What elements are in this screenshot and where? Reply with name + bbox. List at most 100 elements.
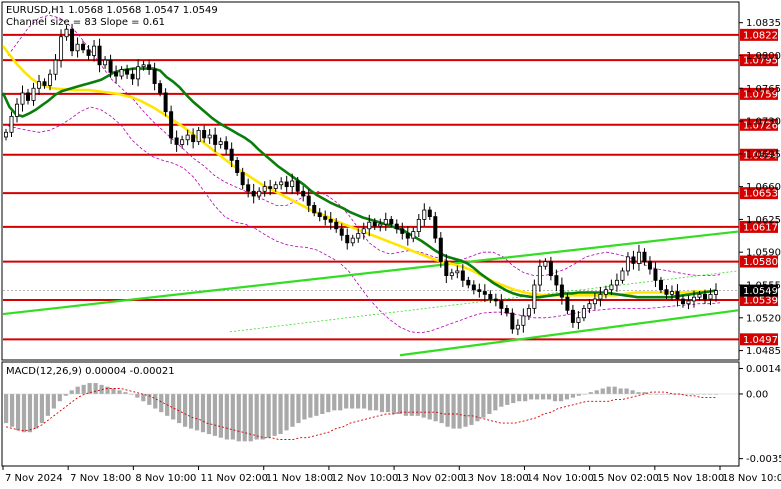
level-label-bg — [740, 293, 778, 306]
candle-bear — [631, 256, 636, 264]
price-tick-label: 1.0835 — [746, 18, 781, 29]
level-label-bg — [740, 87, 778, 100]
candle-bear — [26, 92, 31, 101]
macd-histogram-bar — [159, 393, 164, 413]
macd-histogram-bar — [81, 384, 86, 394]
macd-histogram-bar — [618, 388, 623, 394]
macd-histogram-bar — [188, 393, 194, 429]
candle-bear — [400, 228, 405, 234]
macd-histogram-bar — [15, 393, 21, 431]
candle-bull — [526, 308, 531, 317]
candle-bear — [312, 204, 317, 214]
candle-bull — [279, 181, 284, 186]
macd-histogram-bar — [433, 393, 438, 422]
macd-histogram-bar — [266, 393, 271, 438]
candle-bull — [543, 261, 548, 267]
candle-bull — [614, 279, 619, 286]
macd-histogram-bar — [182, 393, 188, 427]
macd-histogram-bar — [493, 393, 498, 411]
candles — [4, 23, 719, 336]
macd-histogram-bar — [33, 393, 39, 429]
candle-bear — [235, 159, 240, 173]
macd-histogram-bar — [9, 393, 15, 427]
macd-histogram-bar — [535, 393, 540, 400]
time-tick-label: 13 Nov 18:00 — [461, 473, 528, 484]
candle-bear — [202, 130, 207, 139]
macd-histogram-bar — [39, 393, 44, 424]
candle-bull — [185, 134, 190, 141]
candle-bull — [411, 231, 416, 239]
macd-histogram-bar — [135, 393, 140, 398]
price-tick-label: 1.0695 — [746, 149, 781, 160]
candle-bear — [493, 298, 498, 302]
macd-histogram-bar — [696, 393, 701, 395]
macd-histogram-bar — [379, 393, 385, 413]
macd-histogram-bar — [206, 393, 212, 435]
time-tick-label: 7 Nov 2024 — [5, 473, 63, 484]
candle-bear — [680, 298, 685, 305]
support-resistance-levels: 1.08221.07951.07591.07261.06941.06531.06… — [3, 28, 778, 346]
macd-histogram-bar — [439, 393, 444, 424]
macd-histogram-bar — [612, 386, 617, 394]
macd-histogram-bar — [332, 393, 337, 411]
candle-bull — [581, 308, 586, 319]
macd-histogram-bar — [421, 393, 426, 418]
macd-histogram-bar — [254, 393, 259, 440]
candle-bull — [383, 219, 388, 225]
candle-bull — [714, 290, 719, 295]
candle-bear — [548, 261, 553, 277]
channel-upper-line[interactable] — [2, 230, 739, 316]
candle-bear — [658, 279, 663, 291]
macd-histogram-bar — [326, 393, 331, 413]
macd-title: MACD(12,26,9) 0.00004 -0.00021 — [6, 366, 175, 377]
level-label-bg — [740, 255, 778, 268]
macd-histogram-bar — [177, 393, 182, 424]
level-label-bg — [740, 220, 778, 233]
time-tick-label: 11 Nov 18:00 — [266, 473, 333, 484]
macd-histogram-bar — [702, 393, 707, 395]
ma-slow-line — [1, 45, 717, 297]
candle-bull — [636, 251, 641, 264]
candle-bull — [136, 66, 141, 80]
macd-histogram-bar — [93, 383, 98, 394]
candle-bull — [119, 69, 124, 77]
level-label: 1.0795 — [743, 56, 778, 67]
candle-bear — [642, 251, 647, 262]
macd-histogram-bar — [606, 386, 611, 394]
price-tick-label: 1.0485 — [746, 346, 781, 357]
candle-bull — [686, 300, 691, 305]
macd-histogram-bar — [475, 393, 480, 422]
candle-bear — [482, 291, 487, 295]
macd-histogram-bar — [517, 393, 522, 402]
candle-bear — [438, 237, 443, 262]
macd-histogram-bar — [469, 393, 474, 425]
candle-bear — [433, 216, 438, 239]
candle-bull — [257, 190, 262, 197]
candle-bull — [262, 186, 267, 192]
candle-bear — [488, 293, 493, 300]
candle-bear — [70, 28, 75, 52]
macd-histogram-bar — [344, 393, 349, 409]
channel-lower-line[interactable] — [399, 309, 739, 357]
macd-histogram-bar — [660, 393, 665, 395]
candle-bull — [587, 303, 592, 309]
macd-histogram-bar — [529, 393, 534, 400]
candle-bull — [64, 28, 69, 38]
price-tick-label: 1.0765 — [746, 84, 781, 95]
macd-histogram-bar — [714, 393, 719, 395]
candle-bear — [295, 180, 300, 192]
macd-histogram-bar — [87, 383, 92, 394]
candle-bear — [405, 233, 410, 239]
channel-info: Channel size = 83 Slope = 0.61 — [6, 17, 165, 28]
candle-bull — [141, 64, 146, 68]
level-label-bg — [740, 54, 778, 67]
macd-histogram-bar — [314, 393, 319, 416]
candle-bull — [59, 36, 64, 61]
macd-histogram-bar — [230, 393, 235, 440]
candle-bull — [697, 293, 702, 298]
candle-bull — [598, 293, 603, 300]
macd-histogram-bar — [147, 393, 152, 405]
macd-histogram-bar — [678, 393, 683, 395]
